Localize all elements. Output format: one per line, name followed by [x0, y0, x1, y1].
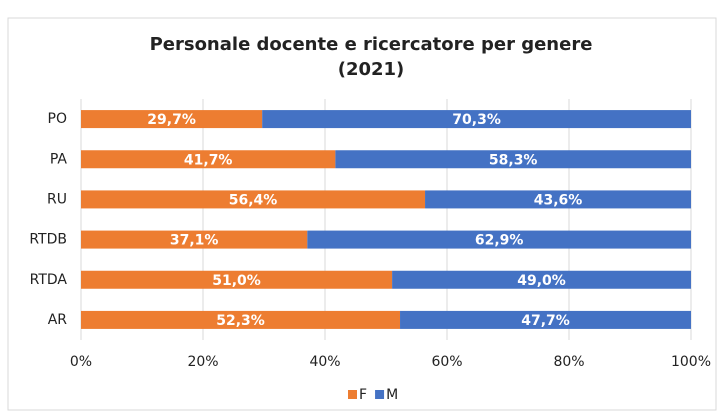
x-tick-label: 20%	[187, 354, 218, 370]
value-label: 29,7%	[147, 112, 196, 128]
legend-swatch	[348, 390, 357, 399]
y-tick-label: RTDB	[29, 232, 67, 248]
chart-subtitle: (2021)	[338, 59, 405, 80]
legend-label: F	[359, 387, 367, 403]
value-label: 37,1%	[170, 233, 219, 249]
bar-segment	[81, 230, 308, 249]
y-tick-label: RTDA	[30, 272, 68, 288]
bar-segment	[81, 190, 426, 209]
x-tick-label: 100%	[671, 354, 711, 370]
legend-label: M	[386, 387, 398, 403]
value-label: 47,7%	[521, 313, 570, 329]
value-label: 41,7%	[184, 152, 233, 168]
value-label: 58,3%	[489, 152, 538, 168]
value-label: 52,3%	[216, 313, 265, 329]
bar-segment	[307, 230, 691, 249]
x-tick-label: 40%	[309, 354, 340, 370]
y-tick-label: RU	[47, 191, 67, 207]
bar-segment	[81, 110, 263, 129]
value-label: 49,0%	[517, 273, 566, 289]
x-tick-label: 60%	[431, 354, 462, 370]
bar-segment	[81, 150, 336, 169]
value-label: 70,3%	[452, 112, 501, 128]
y-tick-label: AR	[48, 312, 68, 328]
bar-segment	[392, 270, 691, 289]
x-tick-label: 0%	[70, 354, 92, 370]
bar-segment	[81, 310, 401, 329]
bar-segment	[262, 110, 691, 129]
legend-swatch	[375, 390, 385, 399]
y-tick-label: PA	[50, 151, 68, 167]
value-label: 51,0%	[212, 273, 261, 289]
value-label: 43,6%	[534, 192, 583, 208]
value-label: 56,4%	[229, 192, 278, 208]
value-label: 62,9%	[475, 233, 524, 249]
bar-segment	[81, 270, 393, 289]
x-tick-label: 80%	[553, 354, 584, 370]
bar-segment	[335, 150, 691, 169]
chart-title: Personale docente e ricercatore per gene…	[150, 34, 593, 55]
bar-segment	[425, 190, 691, 209]
y-tick-label: PO	[48, 111, 67, 127]
bar-segment	[400, 310, 691, 329]
chart-border	[7, 17, 717, 411]
